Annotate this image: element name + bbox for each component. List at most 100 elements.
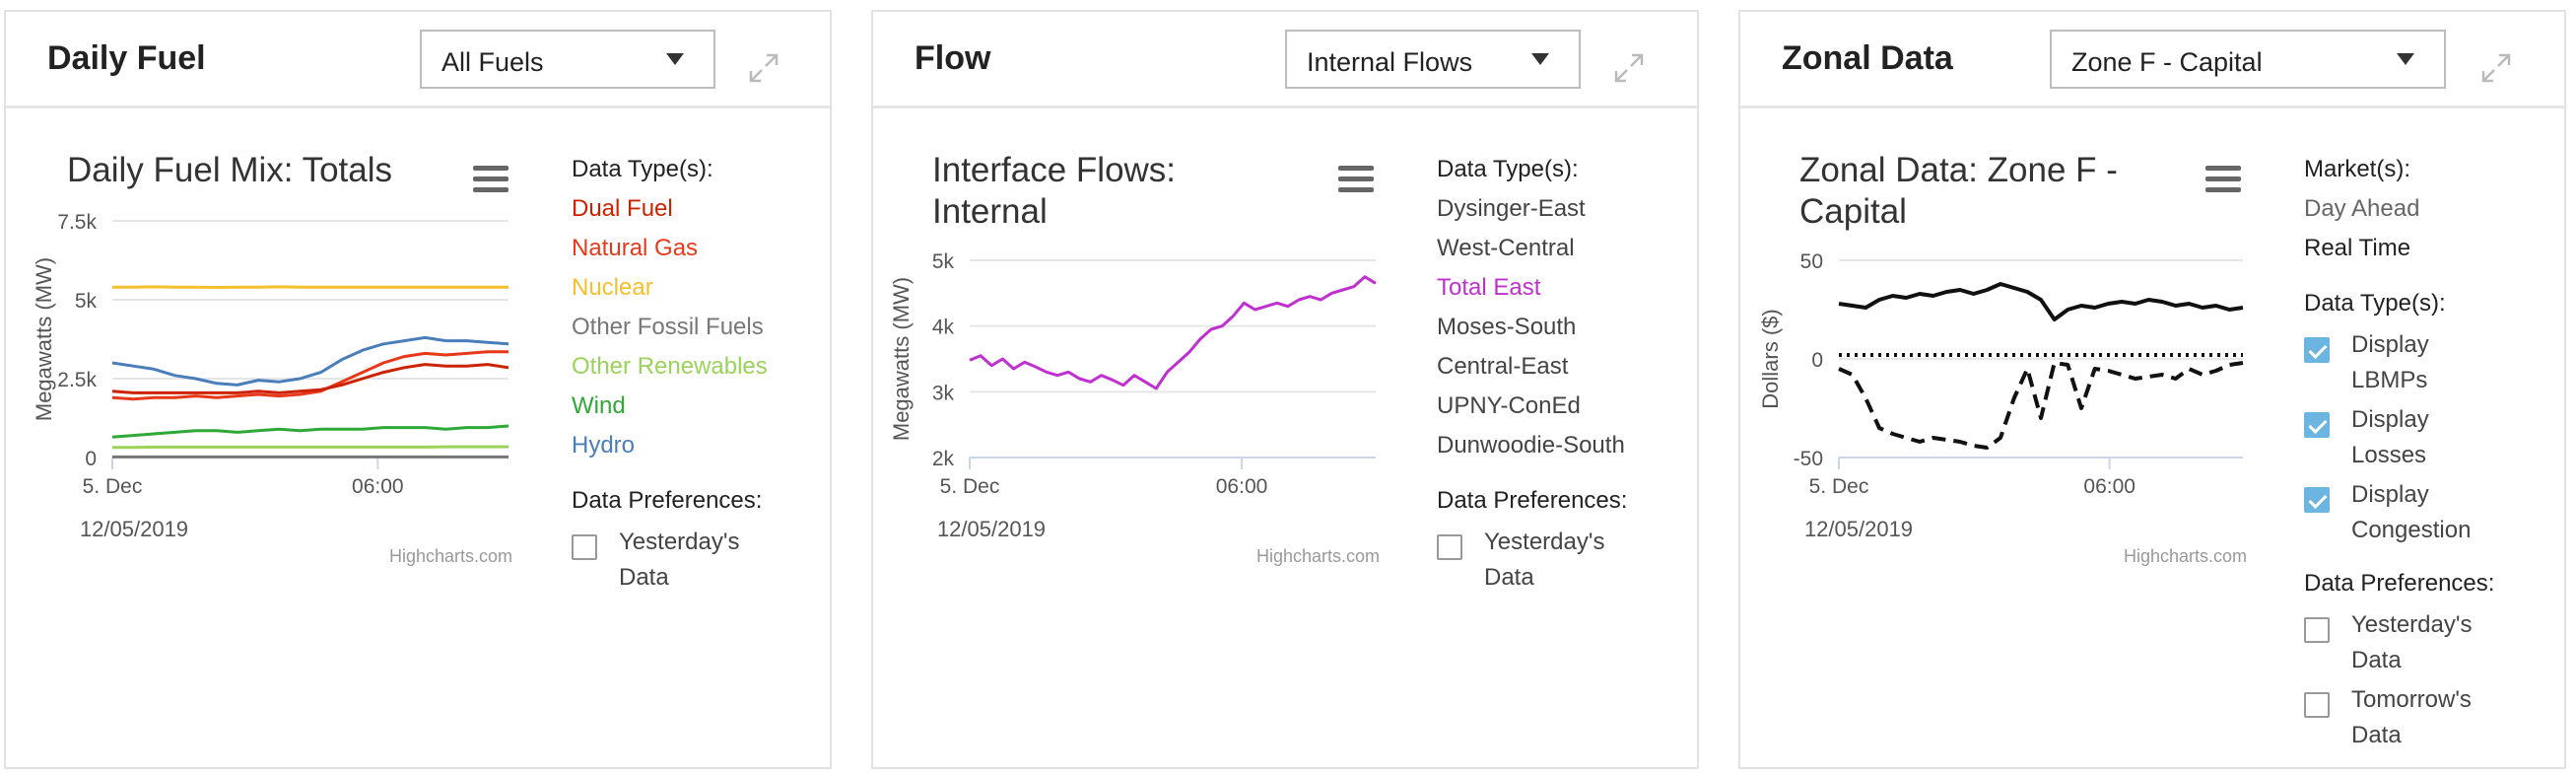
data-type-header: Data Type(s): — [2304, 290, 2446, 317]
series-item-moses-south[interactable]: Moses-South — [1437, 314, 1577, 340]
x-tick-label: 5. Dec — [83, 475, 143, 498]
x-tick-label: 06:00 — [1216, 475, 1268, 498]
series-item-dunwoodie-south[interactable]: Dunwoodie-South — [1437, 432, 1625, 459]
y-tick-label: 5k — [932, 250, 955, 273]
y-axis-label: Megawatts (MW) — [32, 257, 56, 421]
y-tick-label: 0 — [1811, 349, 1823, 372]
series-item-wind[interactable]: Wind — [572, 392, 626, 419]
data-type-list: Data Type(s): Dual Fuel Natural Gas Nucl… — [572, 150, 768, 596]
series-item-west-central[interactable]: West-Central — [1437, 235, 1575, 261]
hamburger-menu-icon[interactable] — [2205, 166, 2241, 195]
expand-icon[interactable] — [1612, 51, 1646, 85]
checkbox-label: LBMPs — [2351, 367, 2428, 393]
series-item-central-east[interactable]: Central-East — [1437, 353, 1569, 380]
y-tick-label: 4k — [932, 317, 955, 339]
credit-label: Highcharts.com — [389, 546, 512, 566]
y-tick-label: 0 — [85, 448, 97, 470]
data-preferences-header: Data Preferences: — [1437, 487, 1628, 514]
zone-dropdown[interactable]: Zone F - Capital — [2050, 30, 2446, 89]
x-tick-label: 5. Dec — [1809, 475, 1869, 498]
zonal-data-panel: Zonal Data Zone F - Capital Zonal Data: … — [1738, 10, 2566, 769]
checkbox-label: Yesterday's — [619, 529, 740, 555]
checkbox-label: Yesterday's — [1484, 529, 1605, 555]
chevron-down-icon — [666, 53, 684, 65]
checkbox-label: Data — [2351, 647, 2402, 673]
x-tick-label: 06:00 — [2083, 475, 2135, 498]
data-preferences-header: Data Preferences: — [2304, 570, 2495, 597]
checkbox-label: Data — [2351, 722, 2402, 748]
checkbox-icon — [572, 534, 597, 560]
y-axis-label: Megawatts (MW) — [889, 277, 914, 441]
dropdown-value: All Fuels — [441, 47, 544, 77]
series-item-dual-fuel[interactable]: Dual Fuel — [572, 195, 673, 222]
interface-flows-chart: 2k 3k 4k 5k 5. Dec 06:00 Megawatts (MW) 12/05/2… — [889, 250, 1380, 566]
data-type-header: Data Type(s): — [1437, 156, 1579, 182]
series-line-wind — [111, 424, 509, 439]
series-item-other-renewables[interactable]: Other Renewables — [572, 353, 768, 380]
data-preferences-header: Data Preferences: — [572, 487, 763, 514]
hamburger-menu-icon[interactable] — [473, 166, 508, 195]
series-line-total-east — [969, 275, 1377, 390]
market-list: Market(s): Day Ahead Real Time Data Type… — [2304, 150, 2494, 753]
checkbox-checked-icon — [2304, 487, 2330, 513]
fuel-dropdown[interactable]: All Fuels — [420, 30, 715, 89]
chart-title: Interface Flows: Internal — [932, 150, 1176, 233]
series-item-dysinger-east[interactable]: Dysinger-East — [1437, 195, 1586, 222]
display-losses-checkbox[interactable]: Display Losses — [2304, 402, 2494, 473]
market-item-day-ahead[interactable]: Day Ahead — [2304, 195, 2420, 222]
checkbox-label: Tomorrow's — [2351, 686, 2472, 713]
yesterday-data-checkbox[interactable]: Yesterday's Data — [572, 525, 768, 596]
x-tick-label: 5. Dec — [940, 475, 1000, 498]
market-item-real-time[interactable]: Real Time — [2304, 235, 2411, 261]
checkbox-checked-icon — [2304, 412, 2330, 438]
x-tick-label: 06:00 — [352, 475, 404, 498]
data-type-header: Data Type(s): — [572, 156, 713, 182]
chevron-down-icon — [1531, 53, 1549, 65]
chart-title-line: Interface Flows: — [932, 151, 1177, 189]
y-tick-label: 7.5k — [57, 211, 97, 234]
series-item-other-fossil-fuels[interactable]: Other Fossil Fuels — [572, 314, 764, 340]
zonal-data-chart: -50 0 50 5. Dec 06:00 Dollars ($) 12/05/2019 Hi… — [1758, 250, 2247, 566]
expand-icon[interactable] — [747, 51, 780, 85]
series-line-dual-fuel — [111, 363, 509, 394]
chart-title: Daily Fuel Mix: Totals — [67, 150, 392, 191]
panel-header: Zonal Data Zone F - Capital — [1740, 12, 2564, 108]
series-line-other-renewables — [112, 445, 508, 450]
chevron-down-icon — [2397, 53, 2414, 65]
series-item-upny-coned[interactable]: UPNY-ConEd — [1437, 392, 1581, 419]
series-line-lbmp — [1838, 282, 2244, 321]
yesterday-data-checkbox[interactable]: Yesterday's Data — [2304, 607, 2494, 678]
display-congestion-checkbox[interactable]: Display Congestion — [2304, 477, 2494, 548]
checkbox-checked-icon — [2304, 337, 2330, 363]
checkbox-label: Yesterday's — [2351, 611, 2473, 638]
panel-header: Daily Fuel All Fuels — [6, 12, 830, 108]
checkbox-label: Display — [2351, 481, 2429, 508]
series-line-natural-gas — [111, 350, 508, 401]
expand-icon[interactable] — [2479, 51, 2513, 85]
checkbox-icon — [2304, 617, 2330, 643]
y-tick-label: 50 — [1800, 250, 1823, 273]
series-item-nuclear[interactable]: Nuclear — [572, 274, 653, 301]
tomorrow-data-checkbox[interactable]: Tomorrow's Data — [2304, 682, 2494, 753]
series-item-natural-gas[interactable]: Natural Gas — [572, 235, 699, 261]
checkbox-label: Display — [2351, 406, 2429, 433]
data-type-list: Data Type(s): Dysinger-East West-Central… — [1437, 150, 1627, 596]
series-item-hydro[interactable]: Hydro — [572, 432, 636, 459]
panel-header: Flow Internal Flows — [873, 12, 1697, 108]
series-line-nuclear — [112, 285, 508, 289]
markets-header: Market(s): — [2304, 156, 2410, 182]
series-item-total-east[interactable]: Total East — [1437, 274, 1541, 301]
checkbox-icon — [2304, 692, 2330, 718]
hamburger-menu-icon[interactable] — [1338, 166, 1374, 195]
y-tick-label: 3k — [932, 382, 955, 404]
series-line-congestion — [1838, 361, 2244, 450]
yesterday-data-checkbox[interactable]: Yesterday's Data — [1437, 525, 1627, 596]
y-axis-label: Dollars ($) — [1758, 309, 1783, 408]
fuel-mix-chart: 0 2.5k 5k 7.5k 5. Dec 06:00 Megawatts (MW) 12/0… — [32, 211, 512, 566]
display-lbmps-checkbox[interactable]: Display LBMPs — [2304, 327, 2494, 398]
flow-dropdown[interactable]: Internal Flows — [1285, 30, 1581, 89]
checkbox-icon — [1437, 534, 1462, 560]
y-tick-label: 2k — [932, 448, 955, 470]
chart-title-line: Zonal Data: Zone F - — [1799, 151, 2118, 189]
dropdown-value: Internal Flows — [1307, 47, 1473, 77]
